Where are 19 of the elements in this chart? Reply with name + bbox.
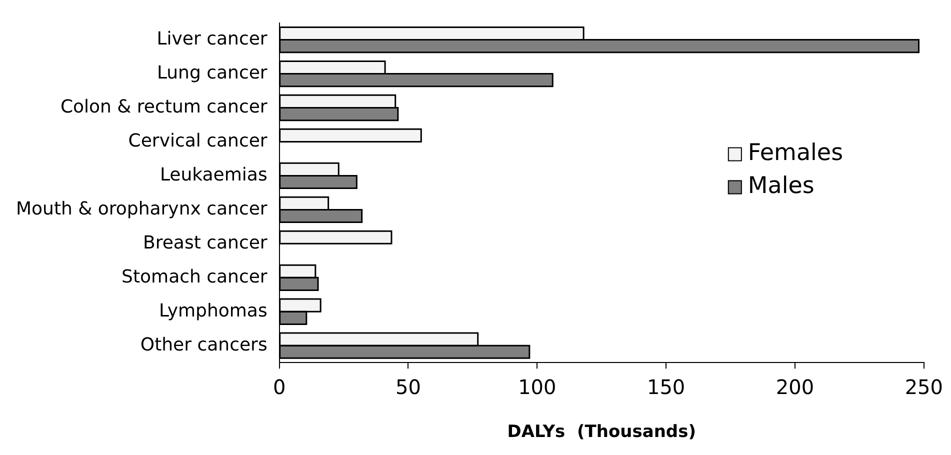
x-axis-title: DALYs (Thousands) <box>507 422 696 442</box>
y-tick-label: Breast cancer <box>143 232 268 254</box>
y-tick-label: Leukaemias <box>160 164 268 186</box>
y-tick-label: Mouth & oropharynx cancer <box>16 198 268 220</box>
x-tick-label: 100 <box>518 374 556 399</box>
x-tick-label: 0 <box>272 374 286 399</box>
y-tick-label: Liver cancer <box>156 28 268 50</box>
y-tick-label: Cervical cancer <box>128 130 268 152</box>
y-tick-label: Colon & rectum cancer <box>60 96 268 118</box>
y-tick-label: Other cancers <box>140 334 268 356</box>
y-tick-label: Lymphomas <box>158 300 268 322</box>
x-tick-label: 200 <box>776 374 814 399</box>
x-tick-label: 50 <box>396 374 421 399</box>
x-tick-label: 250 <box>904 374 944 399</box>
legend-label: Males <box>748 173 814 200</box>
y-tick-label: Lung cancer <box>156 62 268 84</box>
y-tick-label: Stomach cancer <box>122 266 268 288</box>
legend-label: Females <box>748 140 844 166</box>
x-tick-label: 150 <box>646 374 686 399</box>
